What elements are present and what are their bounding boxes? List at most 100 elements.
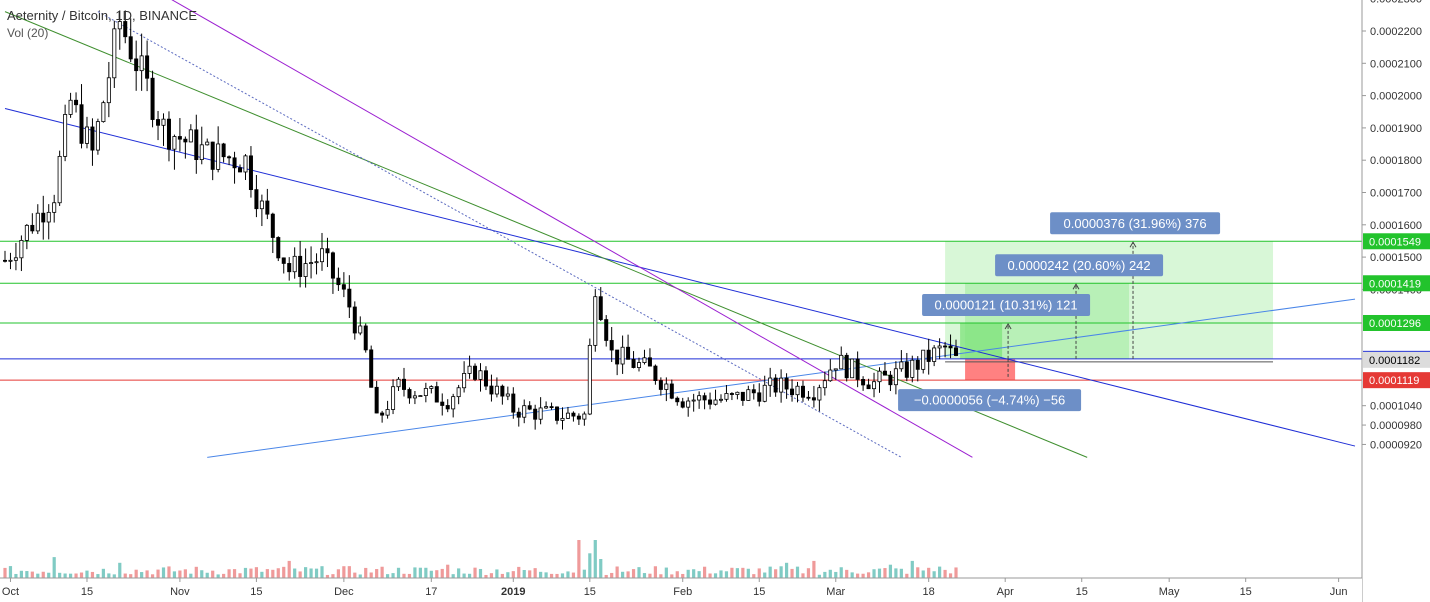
volume-bar xyxy=(304,567,308,578)
candle xyxy=(325,248,330,254)
trendline-2 xyxy=(4,11,1088,458)
price-tick-label-6: 0.0001700 xyxy=(1370,188,1422,200)
measure-arrowhead-0 xyxy=(1129,241,1137,248)
candle xyxy=(145,55,150,79)
volume-bar xyxy=(189,573,193,578)
candle xyxy=(473,365,478,380)
candle xyxy=(292,255,297,273)
volume-bar xyxy=(8,566,13,578)
volume-bar xyxy=(528,570,532,578)
price-tick-label-10: 0.0001040 xyxy=(1370,401,1422,413)
volume-bar xyxy=(823,571,827,578)
candle xyxy=(423,388,428,396)
candles xyxy=(3,10,959,430)
candle xyxy=(751,389,756,394)
price-badge-5: 0.0001119 xyxy=(1369,375,1419,387)
volume-bar xyxy=(260,571,264,578)
candle xyxy=(604,319,609,341)
volume-bar xyxy=(41,571,45,578)
candle xyxy=(855,358,860,380)
candle xyxy=(445,405,450,410)
candle xyxy=(565,412,570,419)
price-badge-1: 0.0001419 xyxy=(1369,278,1421,290)
candle xyxy=(740,391,745,401)
candle xyxy=(675,397,680,403)
volume-bar xyxy=(287,560,291,578)
candle xyxy=(188,129,193,143)
candle xyxy=(893,368,898,386)
measure-label-bg-0 xyxy=(1050,212,1221,235)
volume-bar xyxy=(375,569,379,578)
candle xyxy=(139,55,144,72)
candle xyxy=(24,224,29,241)
candle xyxy=(298,255,303,277)
time-tick-label-1: 15 xyxy=(81,586,93,598)
price-badge-bg-5 xyxy=(1363,372,1430,389)
time-tick-label-4: Dec xyxy=(334,586,354,598)
candle xyxy=(702,395,707,401)
candle xyxy=(287,263,292,273)
candle xyxy=(46,211,51,223)
volume-bar xyxy=(325,574,330,578)
volume-bar xyxy=(418,567,422,578)
candle xyxy=(265,200,270,215)
candle xyxy=(932,347,937,362)
price-tick-label-1: 0.0002200 xyxy=(1370,26,1422,38)
chart-title: Aeternity / Bitcoin, 1D, BINANCE xyxy=(7,8,198,23)
volume-bar xyxy=(473,567,477,578)
candle xyxy=(232,157,237,169)
candle xyxy=(637,362,642,368)
volume-bar xyxy=(752,574,756,578)
candle xyxy=(647,357,652,367)
candle xyxy=(888,374,893,386)
candle xyxy=(276,237,281,259)
candle xyxy=(254,189,259,210)
volume-bar xyxy=(243,567,248,578)
volume-bar xyxy=(347,566,351,578)
volume-bar xyxy=(730,567,734,578)
candle xyxy=(314,261,319,264)
volume-bar xyxy=(511,571,515,578)
volume-bar xyxy=(265,569,269,578)
volume-bar xyxy=(954,567,958,578)
time-tick-label-15: 15 xyxy=(1240,586,1252,598)
volume-bar xyxy=(790,568,794,578)
candle xyxy=(440,401,445,406)
volume-bar xyxy=(910,560,914,578)
candle xyxy=(708,399,713,405)
candle xyxy=(391,386,396,410)
candle xyxy=(259,200,264,210)
candle xyxy=(494,385,499,395)
candle xyxy=(839,354,844,370)
candle xyxy=(106,77,111,104)
candle xyxy=(358,325,363,334)
volume-bar xyxy=(107,573,111,578)
price-tick-label-12: 0.0000920 xyxy=(1370,439,1422,451)
volume-bar xyxy=(336,569,341,578)
candle xyxy=(937,345,942,349)
time-tick-label-0: Oct xyxy=(2,586,19,598)
volume-bar xyxy=(719,570,723,578)
candle xyxy=(850,358,855,379)
volume-bar xyxy=(161,567,166,578)
price-tick-label-3: 0.0002000 xyxy=(1370,91,1422,103)
volume-bar xyxy=(539,571,543,578)
candle xyxy=(910,359,915,378)
volume-bar xyxy=(845,569,849,578)
volume-bar xyxy=(178,570,182,578)
volume-bar xyxy=(795,566,800,578)
volume-bar xyxy=(757,568,761,578)
volume-bar xyxy=(588,553,592,578)
candle xyxy=(57,155,62,204)
candle xyxy=(587,344,592,415)
volume-bar xyxy=(659,574,663,578)
candle xyxy=(571,412,576,417)
candle xyxy=(718,398,723,401)
candle xyxy=(806,396,811,399)
volume-bar xyxy=(555,573,559,578)
time-tick-label-13: 15 xyxy=(1076,586,1088,598)
candle xyxy=(527,405,532,410)
volume-bar xyxy=(839,567,843,578)
candle xyxy=(101,102,106,123)
